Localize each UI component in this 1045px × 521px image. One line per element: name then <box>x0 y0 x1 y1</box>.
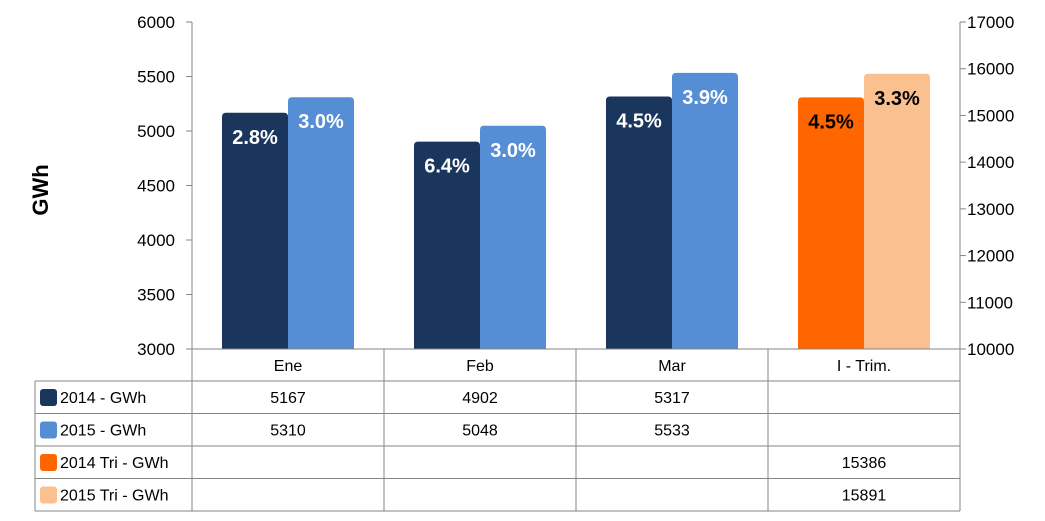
y2-tick-label: 13000 <box>967 200 1014 219</box>
y2-tick-label: 14000 <box>967 153 1014 172</box>
y2-tick-label: 16000 <box>967 60 1014 79</box>
legend-label: 2015 Tri - GWh <box>60 488 168 505</box>
data-label: 6.4% <box>424 156 470 178</box>
y-tick-label: 5500 <box>137 68 175 87</box>
data-label: 3.0% <box>490 140 536 162</box>
data-label: 4.5% <box>808 111 854 133</box>
bar <box>288 97 354 350</box>
bar <box>414 141 480 349</box>
legend-swatch <box>40 389 57 406</box>
category-label: I - Trim. <box>837 358 891 375</box>
data-label: 2.8% <box>232 127 278 149</box>
y-tick-label: 4000 <box>137 231 175 250</box>
legend-label: 2015 - GWh <box>60 423 146 440</box>
table-cell: 4902 <box>462 390 498 407</box>
table-cell: 5533 <box>654 423 690 440</box>
y2-tick-label: 15000 <box>967 106 1014 125</box>
data-label: 3.3% <box>874 88 920 110</box>
table-cell: 15386 <box>842 455 887 472</box>
y-tick-label: 3000 <box>137 340 175 359</box>
y2-tick-label: 12000 <box>967 247 1014 266</box>
bar <box>672 72 738 349</box>
bar <box>798 97 864 350</box>
legend-label: 2014 Tri - GWh <box>60 455 168 472</box>
table-cell: 5310 <box>270 423 306 440</box>
data-table: Ene Feb Mar I - Trim. 2014 - GWh 5167 4902 5317… <box>34 348 961 512</box>
data-label: 4.5% <box>616 110 662 132</box>
category-label: Ene <box>274 358 303 375</box>
bars: 2.8% 3.0% 6.4% 3.0% 4.5% 3.9% 4.5% 3.3% <box>222 72 930 350</box>
y2-tick-label: 17000 <box>967 13 1014 32</box>
y-tick-label: 5000 <box>137 122 175 141</box>
category-label: Mar <box>658 358 686 375</box>
category-label: Feb <box>466 358 494 375</box>
bar <box>864 73 930 349</box>
table-cell: 5048 <box>462 423 498 440</box>
y2-tick-label: 10000 <box>967 340 1014 359</box>
y-axis-title: GWh <box>28 164 53 215</box>
legend-label: 2014 - GWh <box>60 390 146 407</box>
y-tick-label: 4500 <box>137 177 175 196</box>
legend-swatch <box>40 421 57 439</box>
bar <box>480 125 546 349</box>
table-cell: 5167 <box>270 390 306 407</box>
bar <box>606 96 672 350</box>
axes: 3000 3500 4000 4500 5000 5500 6000 10000 11000 12… <box>137 13 1014 359</box>
bar <box>222 112 288 349</box>
table-cell: 5317 <box>654 390 690 407</box>
data-label: 3.0% <box>298 111 344 133</box>
data-label: 3.9% <box>682 87 728 109</box>
legend-swatch <box>40 454 57 471</box>
table-cell: 15891 <box>842 488 887 505</box>
y-tick-label: 3500 <box>137 286 175 305</box>
y-tick-label: 6000 <box>137 13 175 32</box>
legend-swatch <box>40 486 57 504</box>
y2-tick-label: 11000 <box>967 293 1013 312</box>
